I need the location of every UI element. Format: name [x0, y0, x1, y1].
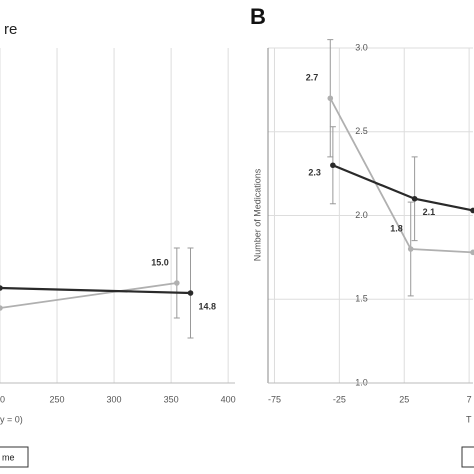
point: [187, 290, 194, 296]
data-label: 2.7: [306, 73, 319, 83]
x-tick-label: 25: [399, 394, 409, 404]
y-tick-label: 3.0: [355, 42, 368, 52]
point: [470, 207, 474, 214]
x-tick-label: 250: [50, 394, 65, 404]
y-tick-label: 1.5: [355, 294, 368, 304]
y-axis-label: Number of Medications: [252, 168, 262, 261]
point: [0, 285, 3, 291]
data-label: 15.0: [151, 257, 169, 267]
chart-title: re: [4, 21, 17, 38]
x-tick-label: -75: [268, 394, 281, 404]
x-tick-label: 350: [164, 394, 179, 404]
y-tick-label: 1.0: [355, 377, 368, 387]
point: [0, 305, 3, 311]
legend-box: [0, 446, 29, 468]
x-tick-label: 400: [221, 394, 236, 404]
legend-label: me: [2, 452, 15, 462]
legend-box: [461, 446, 474, 468]
point: [411, 195, 418, 202]
line: [0, 286, 191, 295]
point: [327, 95, 334, 102]
data-label: 2.1: [423, 207, 436, 217]
panel-label: B: [250, 4, 266, 29]
x-tick-label: 00: [0, 394, 5, 404]
point: [407, 246, 414, 252]
y-tick-label: 2.5: [355, 126, 368, 136]
data-label: 14.8: [199, 301, 217, 311]
data-label: 1.8: [390, 223, 403, 233]
point: [330, 162, 336, 169]
point: [174, 280, 180, 286]
data-label: 2.3: [308, 168, 321, 178]
x-tick-label: 300: [107, 394, 122, 404]
line: [0, 282, 177, 309]
x-axis-label: T: [466, 414, 472, 424]
x-tick-label: -25: [333, 394, 346, 404]
y-tick-label: 2.0: [355, 210, 368, 220]
x-tick-label: 7: [467, 394, 472, 404]
x-axis-label: y = 0): [0, 414, 23, 424]
point: [470, 249, 474, 256]
